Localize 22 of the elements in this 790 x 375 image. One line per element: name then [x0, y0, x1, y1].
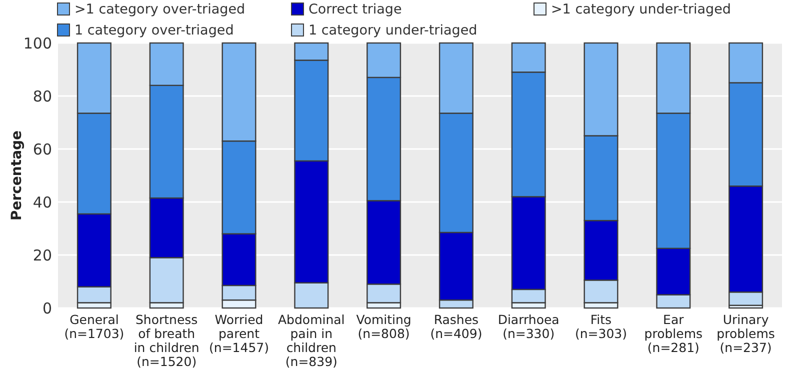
x-tick-label: Rashes (n=409) — [430, 312, 482, 341]
y-tick-label: 20 — [32, 246, 52, 264]
x-tick-label: Worried parent (n=1457) — [209, 312, 269, 355]
legend-label: >1 category over-triaged — [74, 2, 246, 18]
y-tick-label: 60 — [32, 140, 52, 158]
y-tick-label: 100 — [23, 34, 52, 52]
y-tick-label: 0 — [42, 299, 52, 318]
y-tick-label: 80 — [32, 87, 52, 106]
x-tick-label: Abdominal pain in children (n=839) — [278, 312, 345, 369]
x-tick-label: Diarrhoea (n=330) — [498, 312, 560, 341]
y-axis-title: Percentage — [8, 130, 25, 221]
x-tick-label: Fits (n=303) — [574, 312, 628, 341]
y-tick-label: 40 — [32, 193, 52, 212]
x-tick-label: Urinary problems (n=237) — [716, 312, 775, 355]
legend-label: 1 category under-triaged — [308, 22, 478, 39]
x-tick-label: Ear problems (n=281) — [644, 312, 703, 355]
legend-label: >1 category under-triaged — [551, 2, 732, 18]
x-tick-label: Shortness of breath in children (n=1520) — [134, 312, 200, 369]
x-tick-label: General (n=1703) — [64, 312, 124, 341]
x-tick-label: Vomiting (n=808) — [356, 312, 412, 341]
legend-label: Correct triage — [308, 2, 402, 18]
legend-label: 1 category over-triaged — [74, 22, 234, 39]
